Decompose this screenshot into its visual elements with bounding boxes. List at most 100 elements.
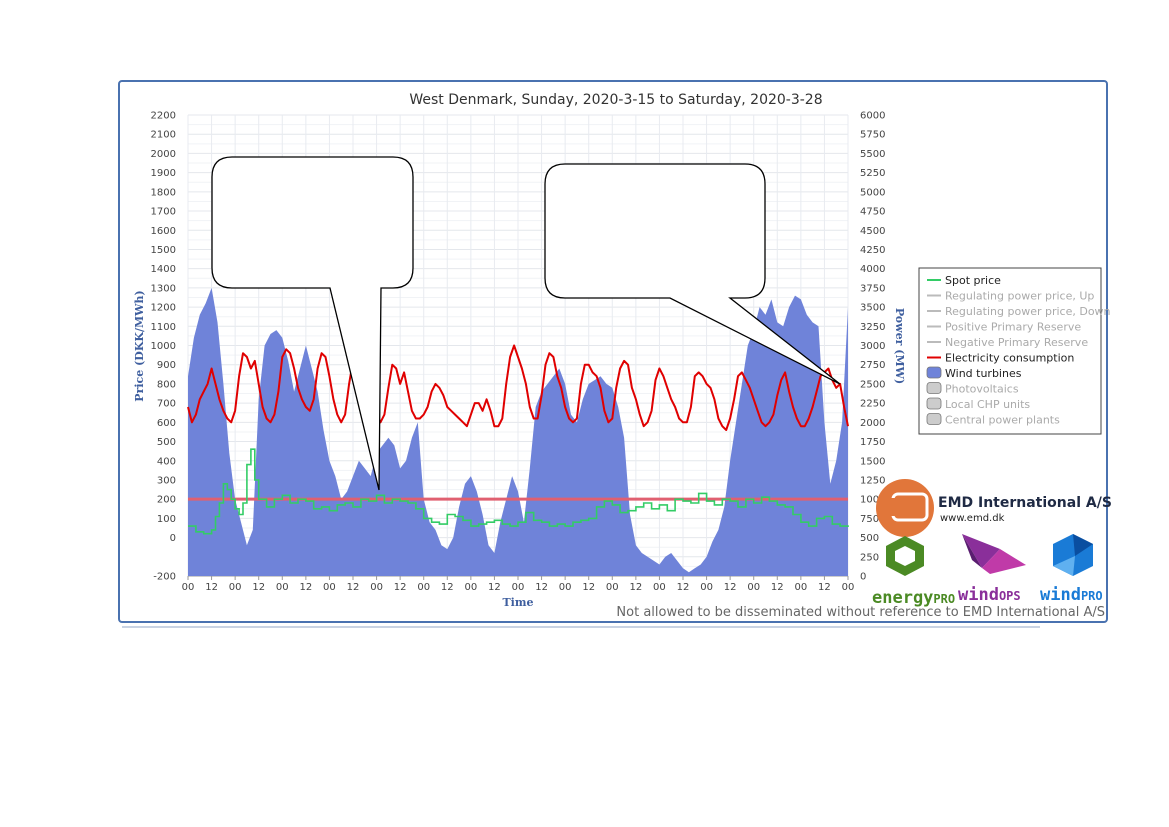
x-tick-label: 00 [323,582,336,593]
spot-price-line [188,448,849,535]
y-axis-right-label: Power (MW) [893,308,906,384]
x-tick-label: 12 [724,582,737,593]
legend-swatch-box [926,382,942,394]
legend-item-label[interactable]: Regulating power price, Up [945,290,1094,303]
x-tick-label: 00 [794,582,807,593]
right-tick-label: 5000 [860,187,885,198]
right-tick-label: 4250 [860,245,885,256]
legend-item-label[interactable]: Electricity consumption [945,352,1074,365]
right-axis-ticks: 6000575055005250500047504500425040003750… [860,111,885,583]
spot-price-series [188,448,849,535]
left-tick-label: 1900 [151,168,176,179]
right-tick-label: 4500 [860,226,885,237]
right-tick-label: 1500 [860,456,885,467]
right-tick-label: 6000 [860,111,885,122]
left-tick-label: 2100 [151,130,176,141]
chart-title: West Denmark, Sunday, 2020-3-15 to Satur… [409,92,822,108]
right-tick-label: 4000 [860,264,885,275]
y-axis-left-label: Price (DKK/MWh) [133,290,146,401]
right-tick-label: 2250 [860,399,885,410]
x-tick-label: 12 [299,582,312,593]
x-tick-label: 00 [464,582,477,593]
legend-item-label[interactable]: Wind turbines [945,367,1022,380]
right-tick-label: 250 [860,552,879,563]
left-tick-label: 1400 [151,264,176,275]
left-tick-label: 100 [157,514,176,525]
left-tick-label: 1100 [151,322,176,333]
emd-logo-icon [876,479,934,537]
x-tick-label: 12 [441,582,454,593]
right-tick-label: 4750 [860,207,885,218]
legend-item-label[interactable]: Regulating power price, Down [945,305,1111,318]
callout-right [544,163,841,385]
x-tick-label: 00 [512,582,525,593]
x-tick-label: 12 [535,582,548,593]
right-tick-label: 3250 [860,322,885,333]
legend-item-label[interactable]: Photovoltaics [945,383,1019,396]
x-tick-label: 12 [818,582,831,593]
x-tick-label: 00 [747,582,760,593]
legend-item-label[interactable]: Negative Primary Reserve [945,336,1088,349]
x-tick-label: 00 [229,582,242,593]
left-tick-label: 2200 [151,111,176,122]
left-tick-label: 2000 [151,149,176,160]
x-tick-label: 12 [394,582,407,593]
company-url: www.emd.dk [940,513,1005,524]
energypro-logo-icon [886,536,924,576]
left-tick-label: 1300 [151,283,176,294]
left-tick-label: 1200 [151,303,176,314]
left-tick-label: 500 [157,437,176,448]
left-tick-label: 1700 [151,207,176,218]
right-tick-label: 1750 [860,437,885,448]
legend: Spot price Regulating power price, Up Regu… [918,267,1111,435]
frame-underline [122,626,1040,628]
left-axis-ticks: 2200210020001900180017001600150014001300… [151,111,176,583]
left-tick-label: 400 [157,456,176,467]
right-tick-label: 500 [860,533,879,544]
x-tick-label: 00 [606,582,619,593]
x-tick-label: 00 [370,582,383,593]
legend-swatch-box [926,397,942,410]
legend-item-label[interactable]: Local CHP units [945,398,1030,411]
callout-left [211,156,414,491]
x-tick-label: 00 [700,582,713,593]
x-tick-label: 12 [582,582,595,593]
right-tick-label: 750 [860,514,879,525]
energypro-wordmark: energyPRO [872,588,955,608]
right-tick-label: 3500 [860,303,885,314]
x-axis-label: Time [502,596,533,609]
right-tick-label: 2750 [860,360,885,371]
x-tick-label: 12 [771,582,784,593]
left-tick-label: 1500 [151,245,176,256]
x-tick-label: 12 [347,582,360,593]
x-tick-label: 00 [559,582,572,593]
windops-wordmark: windOPS [958,585,1021,605]
right-tick-label: 5750 [860,130,885,141]
left-tick-label: 1800 [151,187,176,198]
left-tick-label: 600 [157,418,176,429]
right-tick-label: 0 [860,572,866,583]
emd-branding: EMD International A/S www.emd.dk energyP… [616,479,1112,620]
windops-logo-icon [962,534,1026,574]
x-tick-label: 00 [653,582,666,593]
legend-item-label[interactable]: Spot price [945,274,1001,287]
windpro-logo-icon [1053,534,1093,576]
x-tick-label: 12 [629,582,642,593]
left-tick-label: 300 [157,475,176,486]
right-tick-label: 2500 [860,379,885,390]
electricity-consumption-line [187,344,849,431]
right-tick-label: 1000 [860,495,885,506]
x-tick-label: 12 [488,582,501,593]
left-tick-label: 1000 [151,341,176,352]
legend-item-label[interactable]: Central power plants [945,414,1060,427]
legend-item-label[interactable]: Positive Primary Reserve [945,321,1081,334]
x-tick-label: 12 [252,582,265,593]
legend-swatch-box [926,413,942,425]
x-tick-label: 00 [276,582,289,593]
company-name: EMD International A/S [938,495,1112,511]
right-tick-label: 1250 [860,475,885,486]
left-tick-label: 0 [170,533,176,544]
right-tick-label: 3750 [860,283,885,294]
left-tick-label: -200 [153,572,176,583]
